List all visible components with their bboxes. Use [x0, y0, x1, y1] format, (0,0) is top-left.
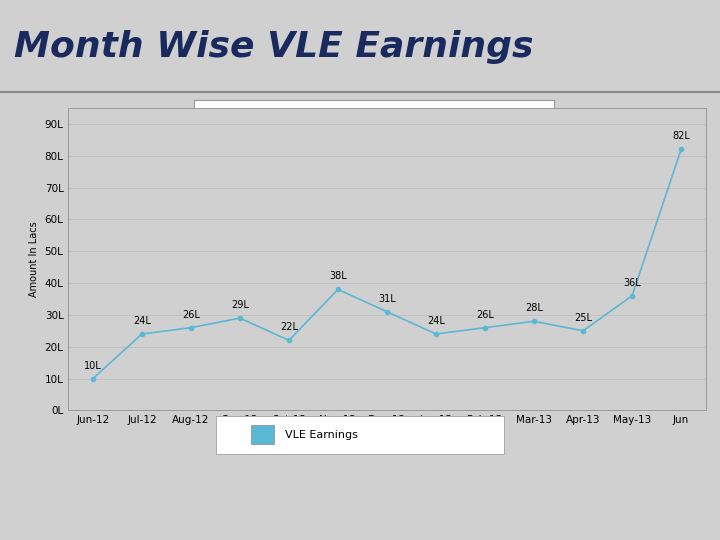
Text: 24L: 24L	[427, 316, 445, 326]
Text: 26L: 26L	[182, 309, 200, 320]
Text: 24L: 24L	[133, 316, 151, 326]
Text: VLE Earnings: VLE Earnings	[285, 430, 358, 440]
Y-axis label: Amount In Lacs: Amount In Lacs	[29, 221, 39, 297]
Text: 22L: 22L	[280, 322, 298, 333]
Text: Month Wise VLE Earnings: Month Wise VLE Earnings	[14, 30, 534, 64]
Text: 31L: 31L	[378, 294, 396, 304]
Text: 25L: 25L	[574, 313, 592, 323]
Text: (In Rupees): (In Rupees)	[341, 131, 408, 144]
Text: 36L: 36L	[624, 278, 641, 288]
Text: 38L: 38L	[329, 272, 347, 281]
Text: 26L: 26L	[476, 309, 494, 320]
Text: 82L: 82L	[672, 131, 690, 141]
Text: 29L: 29L	[231, 300, 249, 310]
Bar	[251, 426, 274, 444]
Text: Month Wise VLE Earnings Summary: Month Wise VLE Earnings Summary	[235, 109, 513, 123]
Text: 28L: 28L	[525, 303, 543, 313]
Text: 10L: 10L	[84, 361, 102, 370]
